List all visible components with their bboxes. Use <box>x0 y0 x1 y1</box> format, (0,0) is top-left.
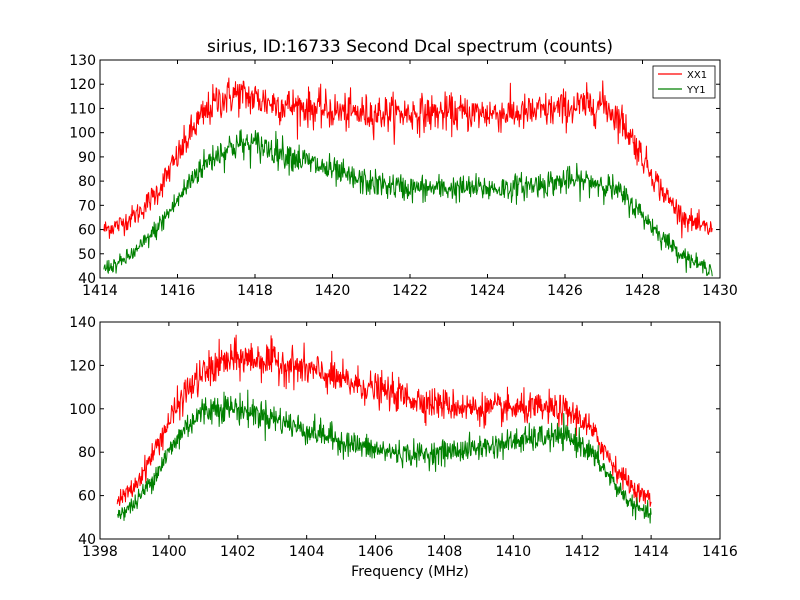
x-tick-label: 1418 <box>237 283 273 299</box>
x-tick-label: 1426 <box>547 283 583 299</box>
y-tick-label: 90 <box>78 150 96 166</box>
series-line-xx1 <box>116 334 652 507</box>
chart-title: sirius, ID:16733 Second Dcal spectrum (c… <box>207 37 613 57</box>
bottom-series-group <box>116 334 652 524</box>
x-tick-label: 1428 <box>625 283 661 299</box>
y-tick-label: 100 <box>69 402 96 418</box>
bottom-axis-ticks: 1398 1400 1402 1404 1406 1408 1410 1412 1414 1416… <box>69 315 738 560</box>
bottom-subplot: 1398 1400 1402 1404 1406 1408 1410 1412 1414 1416… <box>69 315 738 580</box>
y-tick-label: 80 <box>78 174 96 190</box>
y-tick-label: 60 <box>78 223 96 239</box>
top-subplot: sirius, ID:16733 Second Dcal spectrum (c… <box>69 37 738 299</box>
x-tick-label: 1430 <box>702 283 738 299</box>
bottom-plot-area <box>100 322 720 539</box>
top-plot-area <box>100 60 720 278</box>
y-tick-label: 100 <box>69 126 96 142</box>
y-tick-label: 80 <box>78 445 96 461</box>
x-tick-label: 1414 <box>82 283 118 299</box>
x-tick-label: 1410 <box>496 544 532 560</box>
x-tick-label: 1400 <box>151 544 187 560</box>
x-tick-label: 1406 <box>358 544 394 560</box>
y-tick-label: 70 <box>78 198 96 214</box>
x-tick-label: 1398 <box>82 544 118 560</box>
x-tick-label: 1416 <box>160 283 196 299</box>
y-tick-label: 130 <box>69 53 96 69</box>
x-tick-label: 1424 <box>470 283 506 299</box>
y-tick-label: 120 <box>69 358 96 374</box>
x-tick-label: 1414 <box>633 544 669 560</box>
legend-label-yy1: YY1 <box>686 85 706 96</box>
bottom-plot-frame <box>99 321 721 540</box>
legend: XX1 YY1 <box>652 65 716 99</box>
x-tick-label: 1422 <box>392 283 428 299</box>
y-tick-label: 110 <box>69 101 96 117</box>
y-tick-label: 40 <box>78 271 96 287</box>
x-tick-label: 1416 <box>702 544 738 560</box>
y-tick-label: 50 <box>78 247 96 263</box>
series-line-yy1 <box>117 389 652 524</box>
series-line-xx1 <box>103 77 713 239</box>
legend-box <box>652 65 716 99</box>
top-plot-frame <box>99 59 721 279</box>
x-tick-label: 1420 <box>315 283 351 299</box>
y-tick-label: 40 <box>78 532 96 548</box>
x-tick-label: 1404 <box>289 544 325 560</box>
top-series-group <box>103 77 713 277</box>
x-tick-label: 1408 <box>427 544 463 560</box>
series-line-yy1 <box>103 129 713 277</box>
x-tick-label: 1412 <box>564 544 600 560</box>
y-tick-label: 60 <box>78 489 96 505</box>
y-tick-label: 140 <box>69 315 96 331</box>
legend-label-xx1: XX1 <box>687 70 707 81</box>
x-tick-label: 1402 <box>220 544 256 560</box>
x-axis-label: Frequency (MHz) <box>351 564 469 580</box>
top-axis-ticks: 1414 1416 1418 1420 1422 1424 1426 1428 1430 40 50… <box>69 53 738 299</box>
y-tick-label: 120 <box>69 77 96 93</box>
